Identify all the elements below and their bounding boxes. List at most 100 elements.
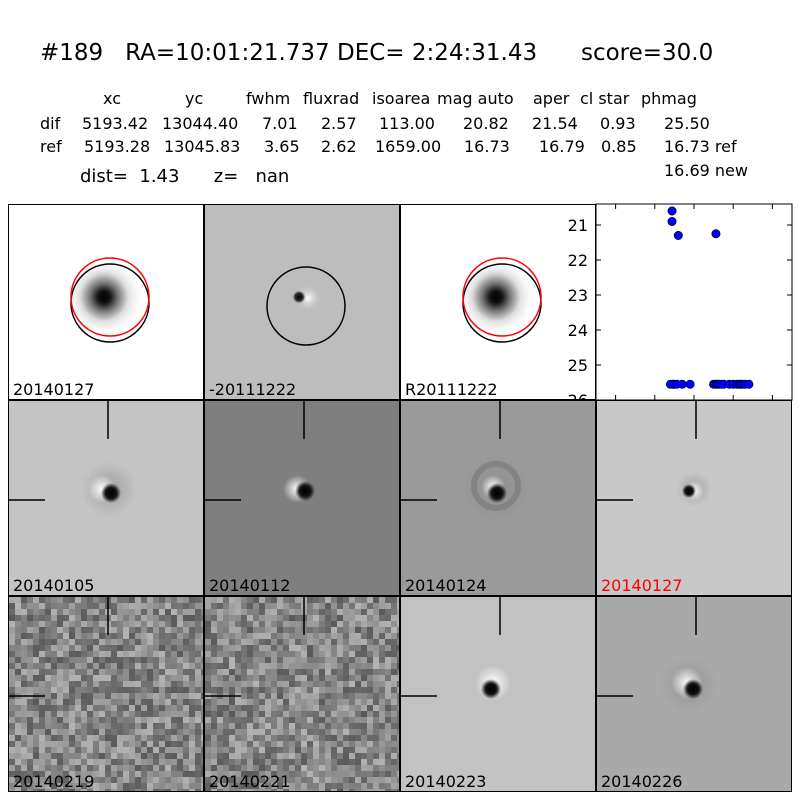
noise-pixel xyxy=(75,663,81,669)
noise-pixel xyxy=(385,699,391,705)
noise-pixel xyxy=(87,711,93,717)
noise-pixel xyxy=(259,735,265,741)
noise-pixel xyxy=(87,723,93,729)
noise-pixel xyxy=(223,753,229,759)
noise-pixel xyxy=(39,765,45,771)
noise-pixel xyxy=(301,693,307,699)
noise-pixel xyxy=(147,633,153,639)
noise-pixel xyxy=(123,789,129,791)
noise-pixel xyxy=(271,717,277,723)
noise-pixel xyxy=(183,675,189,681)
noise-pixel xyxy=(111,615,117,621)
noise-pixel xyxy=(159,711,165,717)
noise-pixel xyxy=(165,615,171,621)
table-cell: 13044.40 xyxy=(162,114,239,133)
noise-pixel xyxy=(247,723,253,729)
noise-pixel xyxy=(99,705,105,711)
noise-pixel xyxy=(51,705,57,711)
noise-pixel xyxy=(235,645,241,651)
noise-pixel xyxy=(153,771,159,777)
noise-pixel xyxy=(177,633,183,639)
noise-pixel xyxy=(129,771,135,777)
noise-pixel xyxy=(159,597,165,603)
noise-pixel xyxy=(349,771,355,777)
noise-pixel xyxy=(105,639,111,645)
noise-pixel xyxy=(271,705,277,711)
noise-pixel xyxy=(235,621,241,627)
noise-pixel xyxy=(289,627,295,633)
noise-pixel xyxy=(111,633,117,639)
noise-pixel xyxy=(385,765,391,771)
noise-pixel xyxy=(63,711,69,717)
noise-pixel xyxy=(283,735,289,741)
noise-pixel xyxy=(385,747,391,753)
noise-pixel xyxy=(57,747,63,753)
noise-pixel xyxy=(171,651,177,657)
noise-pixel xyxy=(111,711,117,717)
noise-pixel xyxy=(189,693,195,699)
noise-pixel xyxy=(21,705,27,711)
noise-pixel xyxy=(183,615,189,621)
noise-pixel xyxy=(117,711,123,717)
noise-pixel xyxy=(153,711,159,717)
noise-pixel xyxy=(319,615,325,621)
noise-pixel xyxy=(211,765,217,771)
noise-pixel xyxy=(111,675,117,681)
noise-pixel xyxy=(223,603,229,609)
noise-pixel xyxy=(397,729,399,735)
noise-pixel xyxy=(177,669,183,675)
noise-pixel xyxy=(235,717,241,723)
noise-pixel xyxy=(331,615,337,621)
table-cell: 7.01 xyxy=(262,114,298,133)
noise-pixel xyxy=(177,597,183,603)
noise-pixel xyxy=(81,675,87,681)
noise-pixel xyxy=(223,639,229,645)
noise-pixel xyxy=(177,705,183,711)
noise-pixel xyxy=(319,663,325,669)
noise-pixel xyxy=(51,603,57,609)
noise-pixel xyxy=(229,609,235,615)
noise-pixel xyxy=(123,735,129,741)
noise-pixel xyxy=(171,639,177,645)
noise-pixel xyxy=(379,615,385,621)
noise-pixel xyxy=(147,621,153,627)
noise-pixel xyxy=(183,765,189,771)
noise-pixel xyxy=(361,609,367,615)
noise-pixel xyxy=(385,711,391,717)
stamp-graphic xyxy=(205,401,315,503)
noise-pixel xyxy=(295,729,301,735)
noise-pixel xyxy=(45,753,51,759)
noise-pixel xyxy=(343,645,349,651)
col-header-fluxrad: fluxrad xyxy=(303,89,360,108)
noise-pixel xyxy=(165,753,171,759)
noise-pixel xyxy=(373,711,379,717)
noise-pixel xyxy=(301,687,307,693)
noise-pixel xyxy=(331,663,337,669)
noise-pixel xyxy=(51,633,57,639)
noise-pixel xyxy=(153,759,159,765)
noise-pixel xyxy=(183,777,189,783)
noise-pixel xyxy=(373,687,379,693)
noise-pixel xyxy=(211,627,217,633)
noise-pixel xyxy=(361,681,367,687)
noise-pixel xyxy=(289,723,295,729)
noise-pixel xyxy=(373,639,379,645)
noise-pixel xyxy=(195,771,201,777)
noise-pixel xyxy=(253,681,259,687)
noise-pixel xyxy=(265,777,271,783)
noise-pixel xyxy=(373,663,379,669)
noise-pixel xyxy=(343,783,349,789)
noise-pixel xyxy=(295,771,301,777)
noise-pixel xyxy=(141,735,147,741)
noise-pixel xyxy=(235,753,241,759)
noise-pixel xyxy=(271,645,277,651)
light-curve-chart: 212223242526−100−50050100 xyxy=(568,203,793,424)
noise-pixel xyxy=(57,753,63,759)
noise-pixel xyxy=(379,783,385,789)
noise-pixel xyxy=(75,735,81,741)
noise-pixel xyxy=(81,627,87,633)
noise-pixel xyxy=(313,783,319,789)
noise-pixel xyxy=(259,777,265,783)
noise-pixel xyxy=(247,741,253,747)
noise-pixel xyxy=(283,681,289,687)
